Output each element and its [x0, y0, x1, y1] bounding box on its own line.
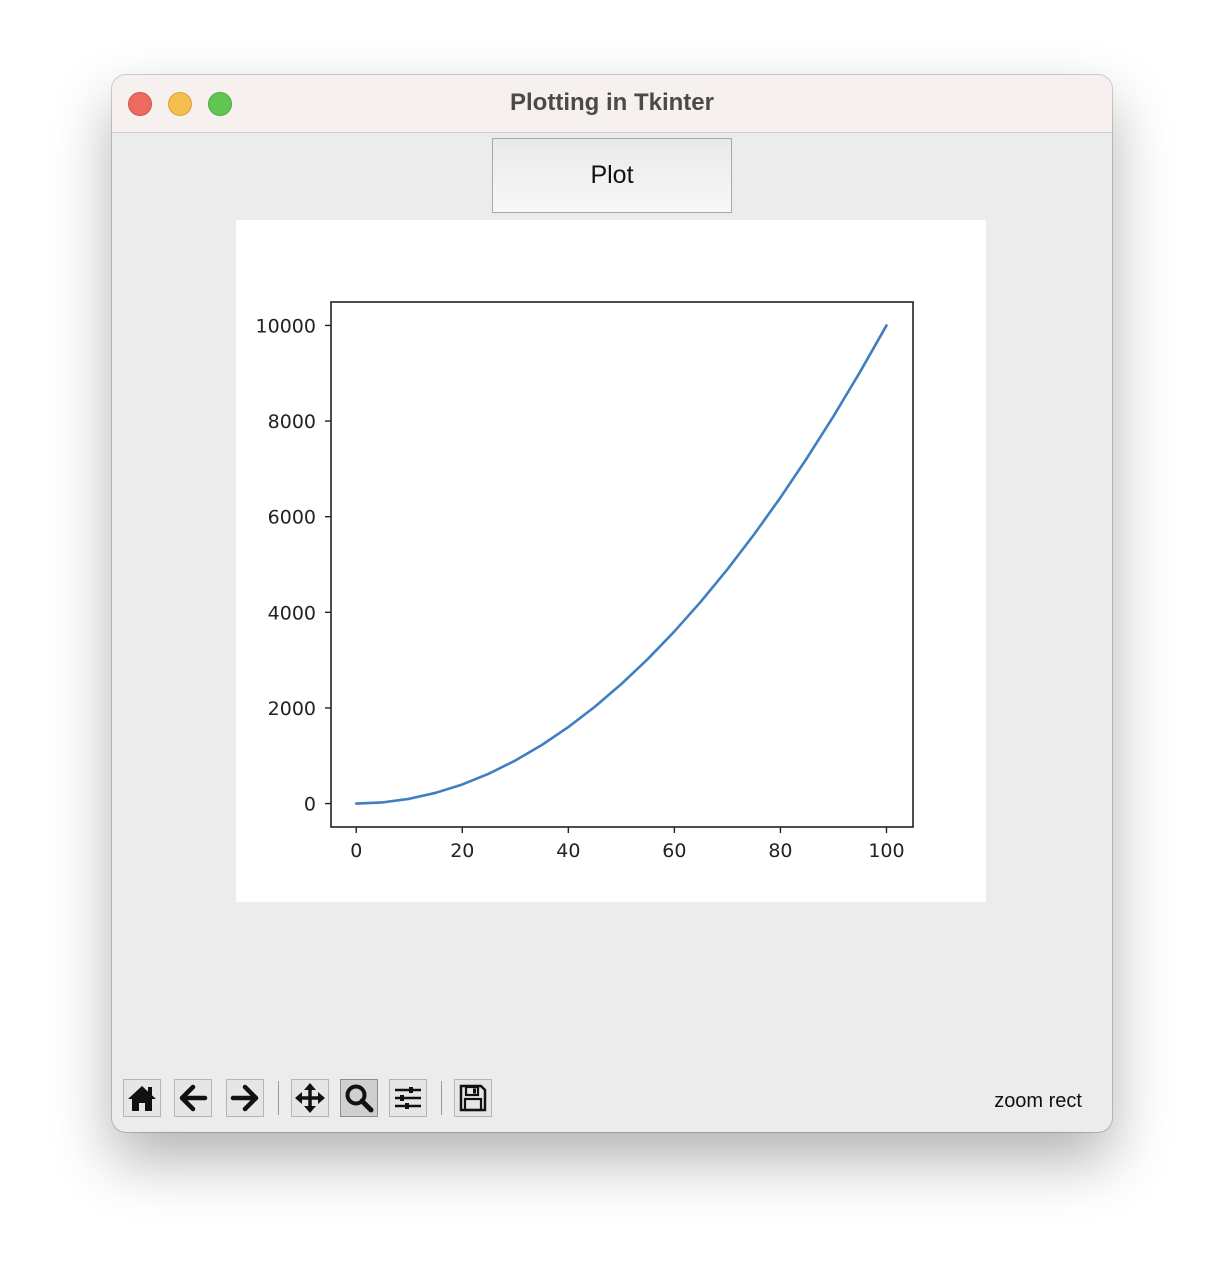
close-window-button[interactable] [128, 92, 152, 116]
forward-arrow-icon [230, 1084, 259, 1112]
pan-button[interactable] [291, 1079, 329, 1117]
app-window: Plotting in Tkinter Plot 0 20 40 60 80 100 0 20… [112, 75, 1112, 1132]
zoom-icon [345, 1084, 374, 1113]
title-bar: Plotting in Tkinter [112, 75, 1112, 133]
forward-button[interactable] [226, 1079, 264, 1117]
y-tick-label: 6000 [268, 507, 316, 529]
maximize-window-button[interactable] [208, 92, 232, 116]
y-tick-label: 4000 [268, 602, 316, 624]
toolbar-status-message: zoom rect [994, 1090, 1082, 1112]
window-title: Plotting in Tkinter [510, 89, 714, 116]
line-chart: 0 20 40 60 80 100 0 2000 4000 6000 8000 10000 [256, 301, 914, 862]
back-arrow-icon [179, 1084, 208, 1112]
y-tick-label: 0 [304, 794, 316, 816]
x-tick-label: 60 [662, 840, 686, 862]
zoom-button[interactable] [340, 1079, 378, 1117]
subplots-button[interactable] [389, 1079, 427, 1117]
save-icon [459, 1084, 487, 1112]
subplots-icon [395, 1087, 421, 1109]
pan-icon [295, 1083, 325, 1113]
plot-button[interactable]: Plot [492, 138, 732, 213]
y-tick-label: 10000 [256, 315, 316, 337]
minimize-window-button[interactable] [168, 92, 192, 116]
x-tick-label: 0 [350, 840, 362, 862]
back-button[interactable] [174, 1079, 212, 1117]
series-line-0 [354, 324, 888, 805]
y-tick-label: 8000 [268, 411, 316, 433]
axes-frame [330, 301, 914, 828]
navigation-toolbar: zoom rect [112, 1075, 1112, 1132]
figure-canvas[interactable]: 0 20 40 60 80 100 0 2000 4000 6000 8000 10000 [236, 220, 986, 902]
save-button[interactable] [454, 1079, 492, 1117]
x-tick-label: 100 [868, 840, 904, 862]
x-tick-label: 20 [450, 840, 474, 862]
toolbar-separator [278, 1081, 279, 1115]
y-tick-label: 2000 [268, 698, 316, 720]
x-tick-label: 80 [768, 840, 792, 862]
x-tick-label: 40 [556, 840, 580, 862]
toolbar-separator [441, 1081, 442, 1115]
home-button[interactable] [123, 1079, 161, 1117]
home-icon [128, 1086, 156, 1111]
